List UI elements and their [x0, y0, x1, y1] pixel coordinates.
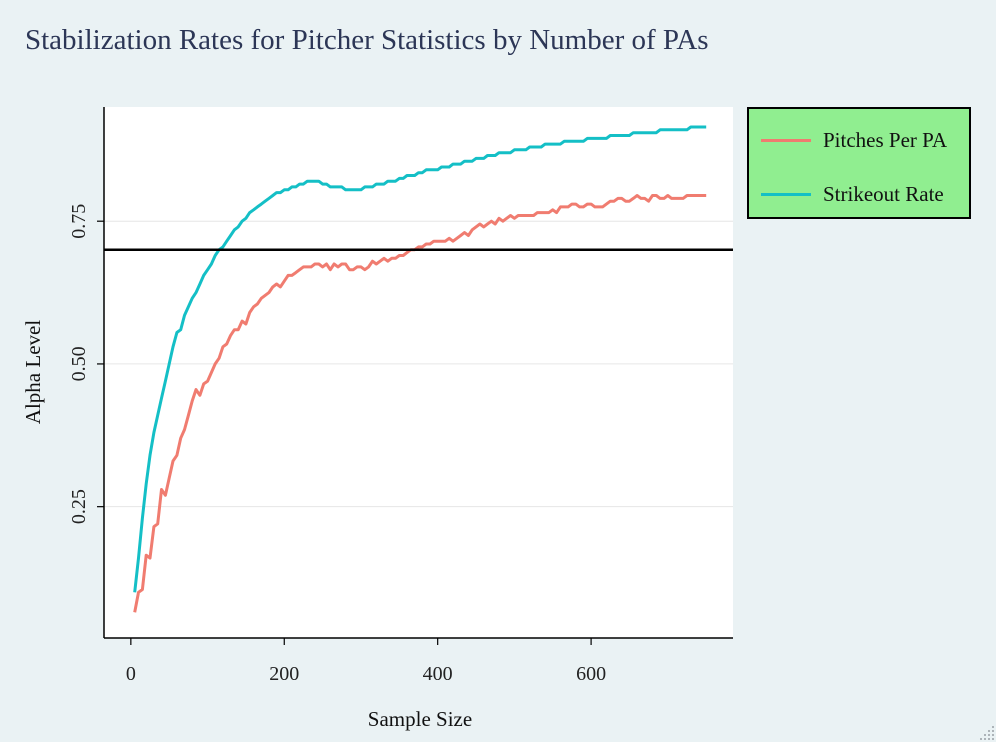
legend: Pitches Per PA Strikeout Rate	[747, 107, 971, 219]
y-tick-label-2: 0.75	[68, 204, 90, 239]
grid-lines	[104, 220, 733, 508]
chart-title: Stabilization Rates for Pitcher Statisti…	[25, 24, 709, 56]
x-tick-label-0: 0	[126, 663, 136, 685]
x-tick-label-3: 600	[576, 663, 606, 685]
legend-swatch-strikeout-rate	[761, 192, 811, 196]
x-axis-title: Sample Size	[368, 707, 472, 731]
y-axis-title: Alpha Level	[21, 320, 45, 425]
legend-swatch-pitches-per-pa	[761, 138, 811, 142]
x-tick-label-1: 200	[269, 663, 299, 685]
y-tick-label-0: 0.25	[68, 489, 90, 524]
legend-label-strikeout-rate: Strikeout Rate	[823, 181, 944, 206]
x-axis-ticks: 0 200 400 600	[126, 638, 606, 685]
legend-item-pitches-per-pa: Pitches Per PA	[761, 128, 947, 152]
legend-label-pitches-per-pa: Pitches Per PA	[823, 127, 948, 152]
resize-grip-icon[interactable]	[976, 722, 996, 742]
legend-item-strikeout-rate: Strikeout Rate	[761, 182, 944, 206]
series-lines	[133, 125, 707, 613]
y-axis-ticks: 0.25 0.50 0.75	[68, 204, 104, 524]
series-line-0	[133, 194, 707, 613]
plot-background	[104, 107, 733, 638]
y-tick-label-1: 0.50	[68, 346, 90, 381]
x-tick-label-2: 400	[423, 663, 453, 685]
series-line-1	[133, 125, 707, 593]
